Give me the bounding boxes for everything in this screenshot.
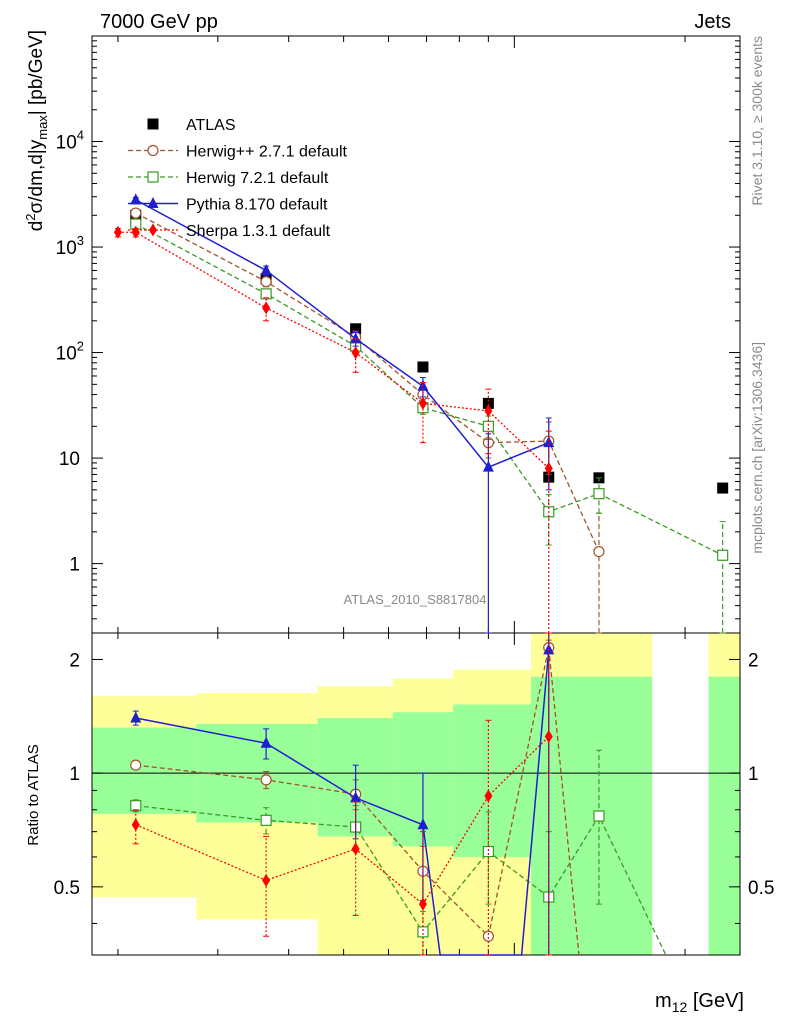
legend-item: Herwig 7.2.1 default: [128, 170, 329, 187]
data-point: [484, 789, 493, 803]
data-point: [482, 930, 494, 942]
legend-label: Sherpa 1.3.1 default: [186, 223, 331, 240]
ratio-y-tick-label-left: 0.5: [54, 878, 80, 899]
ratio-band-green: [92, 727, 197, 814]
data-point: [418, 897, 427, 911]
main-y-tick-label: 10: [59, 449, 80, 470]
data-point: [482, 460, 494, 472]
data-point: [544, 730, 553, 744]
series-sherpa-1-3-1-default: [131, 632, 553, 956]
data-point: [593, 488, 605, 500]
legend: ATLAS Herwig++ 2.7.1 default Herwig 7.2.1 …: [128, 117, 348, 240]
legend-item: ATLAS: [147, 117, 236, 134]
ratio-y-tick-label-right: 2: [748, 650, 759, 671]
data-point: [482, 397, 494, 409]
side-label-bottom: mcplots.cern.ch [arXiv:1306.3436]: [749, 342, 765, 554]
ratio-frame: 0.5 0.5 1 1 2 2: [54, 36, 774, 956]
data-point: [482, 845, 494, 858]
data-point: [350, 323, 362, 335]
ratio-y-tick-label-right: 1: [748, 764, 759, 785]
data-point: [593, 810, 605, 822]
side-label-top: Rivet 3.1.10, ≥ 300k events: [749, 36, 765, 206]
data-point: [350, 791, 362, 803]
data-point: [260, 263, 272, 275]
ratio-y-axis-label: Ratio to ATLAS: [25, 744, 42, 845]
ratio-band-green: [530, 676, 653, 955]
data-point: [350, 332, 362, 344]
data-point: [147, 118, 159, 130]
data-point: [131, 818, 140, 832]
series-sherpa-1-3-1-default: [113, 225, 553, 634]
series-line: [135, 736, 550, 906]
data-point: [543, 643, 555, 655]
data-point: [482, 420, 494, 432]
data-point: [262, 873, 271, 887]
main-frame: 1 10 102 103 104: [56, 35, 741, 955]
legend-label: Herwig++ 2.7.1 default: [186, 144, 348, 161]
data-point: [130, 193, 142, 205]
legend-label: Herwig 7.2.1 default: [186, 170, 329, 187]
data-point: [717, 482, 729, 494]
analysis-label: ATLAS_2010_S8817804: [344, 592, 487, 607]
ratio-y-tick-label-left: 1: [69, 764, 80, 785]
ratio-series: [130, 632, 667, 956]
series-line: [135, 199, 550, 469]
header-right: Jets: [694, 11, 731, 33]
data-point: [130, 759, 142, 771]
main-y-axis-label: d2σ/dm,d|ymax| [pb/GeV]: [23, 30, 50, 231]
data-point: [260, 814, 272, 826]
data-point: [351, 842, 360, 856]
legend-label: ATLAS: [186, 117, 236, 134]
legend-item: Pythia 8.170 default: [128, 197, 328, 214]
main-y-tick-label: 104: [56, 128, 84, 154]
data-point: [418, 396, 427, 410]
ratio-band-green: [453, 704, 531, 857]
legend-item: Sherpa 1.3.1 default: [128, 223, 331, 240]
data-point: [543, 436, 555, 448]
series-line: [135, 805, 667, 956]
data-point: [417, 926, 429, 938]
series-pythia-8-170-default: [130, 193, 555, 634]
ratio-y-tick-label-right: 0.5: [748, 878, 774, 899]
data-point: [130, 711, 142, 723]
legend-item: Herwig++ 2.7.1 default: [128, 144, 348, 161]
main-y-tick-label: 103: [56, 233, 84, 259]
data-point: [147, 144, 159, 157]
ratio-y-tick-label-left: 2: [69, 650, 80, 671]
main-y-tick-label: 102: [56, 339, 84, 365]
main-y-tick-label: 1: [69, 555, 80, 576]
data-point: [260, 736, 272, 748]
data-point: [130, 207, 142, 219]
data-point: [113, 225, 122, 239]
data-point: [351, 346, 360, 360]
data-point: [147, 171, 159, 183]
ratio-plot-frame: [91, 632, 741, 956]
data-point: [260, 774, 272, 786]
data-point: [544, 461, 553, 475]
data-point: [484, 404, 493, 418]
ratio-band-green: [708, 676, 740, 955]
data-point: [147, 197, 159, 208]
main-series: [113, 193, 729, 634]
data-point: [417, 818, 429, 830]
data-point: [262, 301, 271, 315]
data-point: [149, 223, 157, 237]
series-line: [135, 223, 723, 556]
x-axis-label: m12 [GeV]: [655, 990, 744, 1015]
data-point: [717, 549, 729, 561]
header-left: 7000 GeV pp: [100, 11, 218, 33]
data-point: [260, 276, 272, 288]
legend-label: Pythia 8.170 default: [186, 197, 328, 214]
data-point: [593, 545, 605, 558]
data-point: [130, 800, 142, 812]
data-point: [131, 225, 140, 239]
data-point: [417, 361, 429, 373]
